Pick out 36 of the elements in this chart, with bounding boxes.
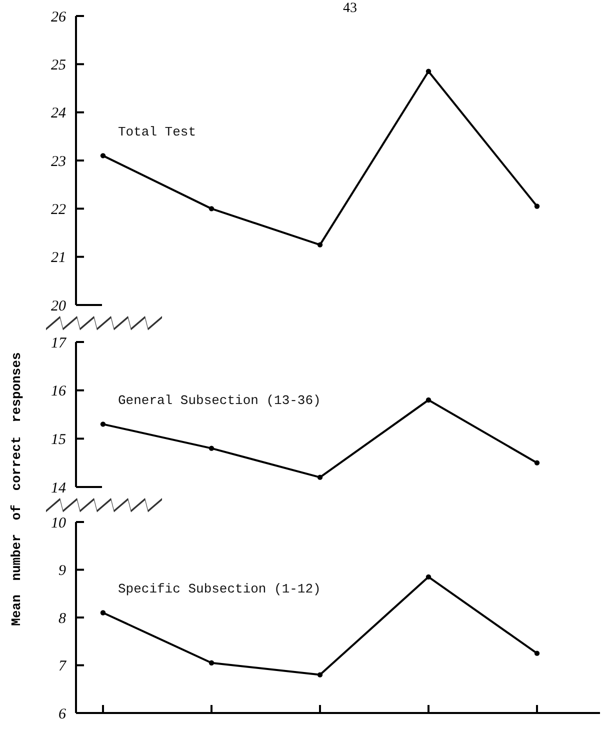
point xyxy=(208,660,214,666)
y-tick-label: 10 xyxy=(51,515,66,532)
point xyxy=(317,242,323,248)
y-tick-label: 24 xyxy=(51,106,66,122)
annotation: 43 xyxy=(343,1,357,16)
y-tick-label: 15 xyxy=(51,432,66,448)
point xyxy=(426,397,432,403)
y-tick-label: 26 xyxy=(51,9,66,26)
point xyxy=(100,610,106,616)
point xyxy=(534,650,540,656)
series-label: Total Test xyxy=(118,124,196,140)
y-tick-label: 17 xyxy=(51,335,68,352)
series-label: Specific Subsection (1-12) xyxy=(118,582,321,597)
point xyxy=(208,446,214,451)
point xyxy=(534,204,540,209)
y-tick-label: 6 xyxy=(58,706,66,722)
y-tick-label: 8 xyxy=(58,610,66,627)
y-tick-label: 7 xyxy=(58,658,68,674)
point xyxy=(426,574,432,580)
point xyxy=(317,474,323,480)
y-tick-label: 16 xyxy=(51,384,66,400)
y-axis-title: Mean number of correct responses xyxy=(9,352,24,626)
series-label: General Subsection (13-36) xyxy=(118,393,321,408)
y-tick-label: 21 xyxy=(51,250,66,266)
y-tick-label: 14 xyxy=(51,480,66,496)
y-tick-label: 22 xyxy=(51,202,66,218)
point xyxy=(534,460,540,466)
point xyxy=(100,153,106,158)
point xyxy=(426,68,432,74)
y-tick-label: 20 xyxy=(51,298,66,314)
y-tick-label: 23 xyxy=(51,154,66,170)
point xyxy=(100,422,106,427)
y-tick-label: 25 xyxy=(51,57,66,74)
point xyxy=(208,206,214,212)
point xyxy=(317,672,323,678)
y-tick-label: 9 xyxy=(58,563,66,579)
